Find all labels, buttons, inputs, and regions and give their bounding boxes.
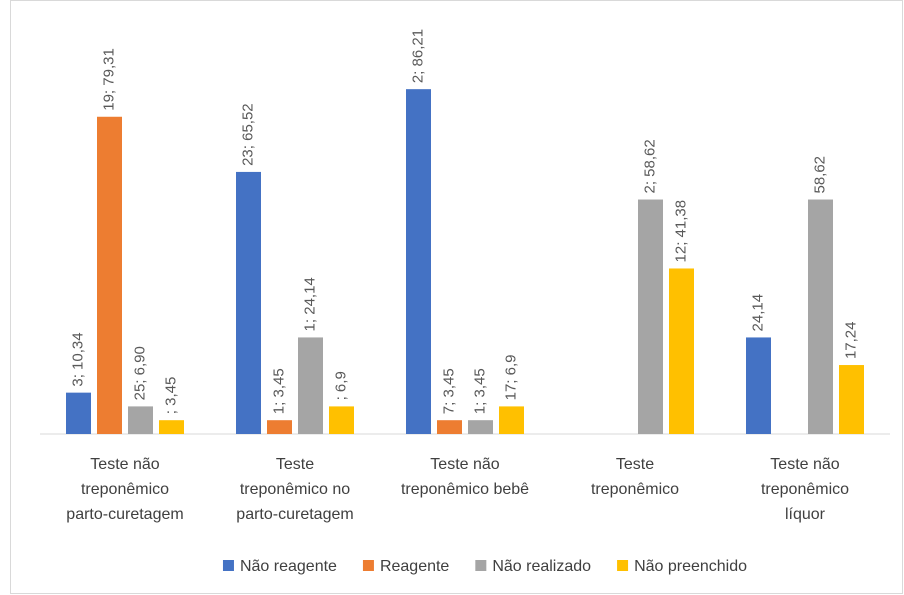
- bar: [746, 337, 771, 434]
- data-label: 1; 3,45: [471, 368, 488, 414]
- data-label: 23; 65,52: [239, 103, 256, 166]
- x-tick-label: treponêmico no: [240, 481, 350, 498]
- data-label: 2; 58,62: [641, 139, 658, 193]
- legend-label: Não realizado: [492, 558, 591, 575]
- x-tick-label: parto-curetagem: [66, 506, 183, 523]
- x-tick-label: Teste: [276, 456, 314, 473]
- legend-label: Não reagente: [240, 558, 337, 575]
- bar: [437, 420, 462, 434]
- data-label: 19; 79,31: [100, 48, 117, 111]
- data-label: 25; 6,90: [131, 346, 148, 400]
- bar: [128, 406, 153, 434]
- bar: [808, 199, 833, 434]
- data-label: 1; 24,14: [301, 277, 318, 331]
- bar: [66, 392, 91, 434]
- bar: [236, 171, 261, 435]
- data-label: 1; 3,45: [270, 368, 287, 414]
- bar: [638, 199, 663, 434]
- x-tick-label: líquor: [785, 506, 826, 523]
- chart-frame: [10, 0, 903, 594]
- data-label: 24,14: [749, 294, 766, 332]
- bar: [669, 268, 694, 434]
- x-tick-label: parto-curetagem: [236, 506, 353, 523]
- bar: [159, 420, 184, 434]
- bar: [267, 420, 292, 434]
- bar: [839, 365, 864, 434]
- x-tick-label: treponêmico bebê: [401, 481, 529, 498]
- x-tick-label: Teste não: [430, 456, 499, 473]
- x-tick-label: treponêmico: [761, 481, 849, 498]
- x-tick-label: treponêmico: [591, 481, 679, 498]
- data-label: 17,24: [842, 321, 859, 359]
- bar: [406, 89, 431, 434]
- data-label: 7; 3,45: [440, 368, 457, 414]
- data-label: 12; 41,38: [672, 200, 689, 263]
- legend-swatch: [475, 560, 487, 571]
- legend-swatch: [362, 560, 374, 571]
- legend-swatch: [617, 560, 629, 571]
- data-label: ; 6,9: [332, 371, 349, 400]
- x-tick-label: treponêmico: [81, 481, 169, 498]
- bar: [499, 406, 524, 434]
- x-tick-label: Teste não: [770, 456, 839, 473]
- legend-label: Reagente: [380, 558, 449, 575]
- legend-label: Não preenchido: [634, 558, 747, 575]
- data-label: 2; 86,21: [409, 29, 426, 83]
- legend-swatch: [222, 560, 234, 571]
- bar: [97, 116, 122, 434]
- data-label: 3; 10,34: [69, 332, 86, 386]
- data-label: 17; 6,9: [502, 355, 519, 401]
- data-label: 58,62: [811, 156, 828, 194]
- bar: [329, 406, 354, 434]
- data-label: ; 3,45: [162, 377, 179, 415]
- bar: [298, 337, 323, 434]
- x-tick-label: Teste não: [90, 456, 159, 473]
- x-tick-label: Teste: [616, 456, 654, 473]
- bar: [468, 420, 493, 434]
